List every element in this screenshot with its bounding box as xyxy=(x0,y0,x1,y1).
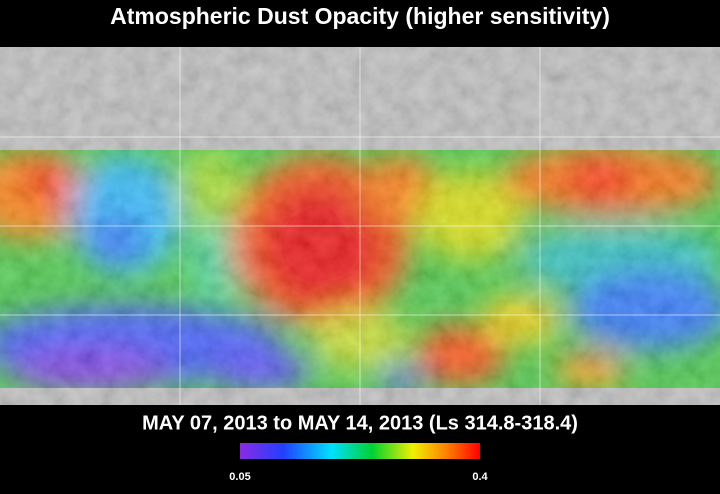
graticule xyxy=(0,47,720,405)
title: Atmospheric Dust Opacity (higher sensiti… xyxy=(110,3,610,29)
colorbar xyxy=(240,443,480,459)
colorbar-max-label: 0.4 xyxy=(472,471,488,483)
subtitle: MAY 07, 2013 to MAY 14, 2013 (Ls 314.8-3… xyxy=(142,412,578,434)
colorbar-min-label: 0.05 xyxy=(229,471,250,483)
